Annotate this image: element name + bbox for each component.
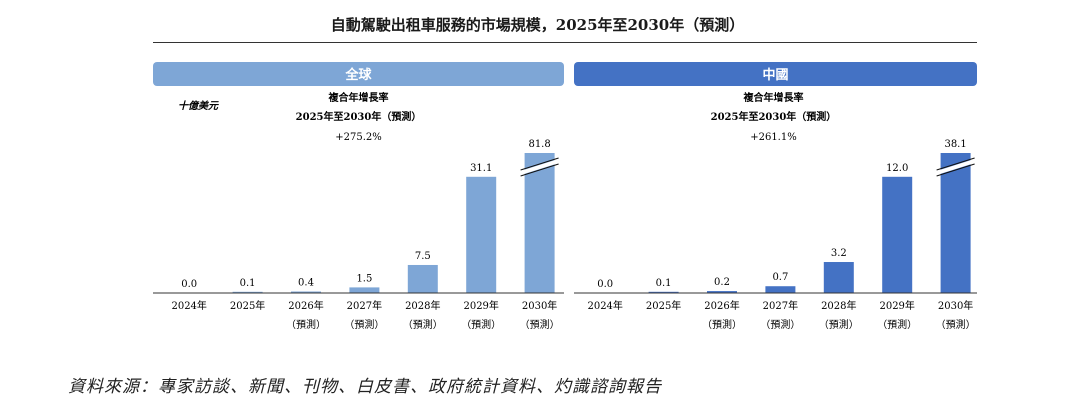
global-data-label: 1.5 — [356, 273, 372, 284]
china-bar — [648, 291, 679, 293]
global-bar — [232, 291, 263, 293]
china-bar — [882, 176, 913, 293]
china-tick-label: 2029年 — [879, 299, 914, 312]
china-tick-sublabel: （預測） — [702, 318, 742, 331]
global-tick-label: 2029年 — [463, 299, 498, 312]
global-tick-sublabel: （預測） — [286, 318, 326, 331]
global-tick-label: 2027年 — [347, 299, 382, 312]
china-bar — [940, 153, 971, 293]
china-tick-label: 2026年 — [704, 299, 739, 312]
china-tick-label: 2024年 — [587, 299, 622, 312]
china-cagr-value: +261.1% — [750, 132, 797, 143]
china-bar — [765, 286, 796, 293]
global-data-label: 7.5 — [415, 251, 431, 262]
china-data-label: 12.0 — [886, 163, 908, 174]
source-note: 資料來源：專家訪談、新聞、刊物、白皮書、政府統計資料、灼識諮詢報告 — [68, 377, 662, 397]
global-panel-title: 全球 — [344, 67, 372, 83]
global-axis-break-line — [520, 163, 559, 177]
global-data-label: 0.0 — [181, 279, 197, 290]
global-tick-label: 2030年 — [522, 299, 557, 312]
china-data-label: 0.1 — [656, 278, 672, 289]
global-tick-sublabel: （預測） — [344, 318, 384, 331]
global-bar — [466, 176, 497, 293]
global-bar — [349, 287, 380, 293]
global-data-label: 81.8 — [528, 139, 550, 150]
global-tick-sublabel: （預測） — [520, 318, 560, 331]
global-tick-label: 2025年 — [230, 299, 265, 312]
global-cagr-value: +275.2% — [335, 132, 382, 143]
china-axis-break-gap — [935, 159, 976, 175]
global-bar — [524, 153, 555, 293]
china-tick-label: 2027年 — [763, 299, 798, 312]
china-bar — [823, 262, 854, 293]
china-cagr-title: 複合年增長率 — [742, 91, 803, 104]
title-divider — [153, 42, 977, 43]
china-axis-break-line — [936, 157, 975, 171]
china-data-label: 3.2 — [831, 248, 847, 259]
global-panel-header — [153, 62, 564, 86]
china-data-label: 0.7 — [772, 272, 788, 283]
china-tick-label: 2025年 — [646, 299, 681, 312]
china-panel-header — [574, 62, 977, 86]
china-tick-label: 2030年 — [938, 299, 973, 312]
global-unit-label: 十億美元 — [178, 100, 219, 112]
global-tick-sublabel: （預測） — [403, 318, 443, 331]
global-cagr-title: 複合年增長率 — [328, 91, 389, 104]
china-tick-sublabel: （預測） — [760, 318, 800, 331]
global-tick-sublabel: （預測） — [461, 318, 501, 331]
global-bar — [407, 264, 438, 293]
china-tick-sublabel: （預測） — [819, 318, 859, 331]
global-axis-break-line — [520, 157, 559, 171]
global-tick-label: 2024年 — [171, 299, 206, 312]
global-bar — [291, 291, 321, 293]
global-axis-break-gap — [519, 159, 560, 175]
china-bar — [707, 291, 737, 293]
china-tick-sublabel: （預測） — [877, 318, 917, 331]
global-data-label: 0.1 — [240, 278, 256, 289]
chart-title: 自動駕駛出租車服務的市場規模，2025年至2030年（預測） — [330, 16, 745, 34]
china-cagr-period: 2025年至2030年（預測） — [711, 110, 837, 123]
china-tick-sublabel: （預測） — [936, 318, 976, 331]
global-cagr-period: 2025年至2030年（預測） — [296, 110, 422, 123]
china-axis-break-line — [936, 163, 975, 177]
china-data-label: 38.1 — [944, 139, 966, 150]
global-tick-label: 2026年 — [288, 299, 323, 312]
china-tick-label: 2028年 — [821, 299, 856, 312]
global-data-label: 31.1 — [470, 163, 492, 174]
china-panel-title: 中國 — [762, 67, 788, 83]
china-data-label: 0.0 — [597, 279, 613, 290]
global-data-label: 0.4 — [298, 278, 314, 289]
china-data-label: 0.2 — [714, 277, 730, 288]
global-tick-label: 2028年 — [405, 299, 440, 312]
